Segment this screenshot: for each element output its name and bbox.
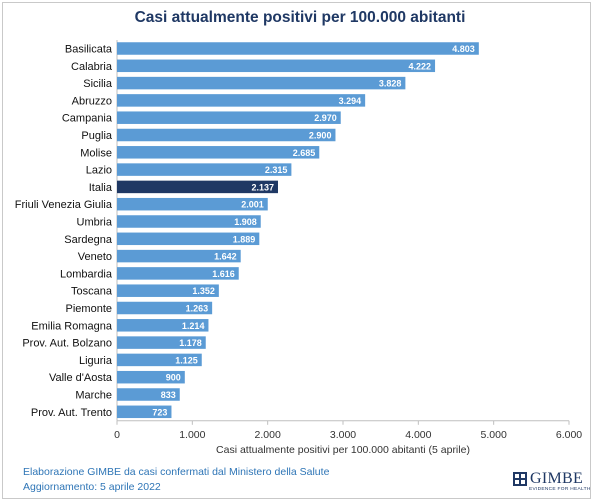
- value-label: 1.889: [233, 234, 256, 244]
- chart-title: Casi attualmente positivi per 100.000 ab…: [134, 9, 466, 26]
- gimbe-logo-icon: [513, 472, 527, 486]
- bar: [117, 128, 336, 142]
- category-label: Piemonte: [66, 303, 112, 315]
- x-tick-label: 5.000: [481, 429, 507, 441]
- x-tick-label: 4.000: [405, 429, 431, 441]
- category-label: Lazio: [86, 165, 112, 177]
- gimbe-logo: GIMBE EVIDENCE FOR HEALTH: [513, 470, 590, 494]
- value-label: 1.214: [182, 321, 205, 331]
- bar: [117, 232, 260, 246]
- bar: [117, 249, 241, 263]
- category-label: Toscana: [71, 286, 113, 298]
- category-label: Italia: [89, 182, 113, 194]
- value-label: 2.315: [265, 165, 288, 175]
- category-label: Marche: [75, 390, 112, 402]
- bar: [117, 180, 278, 194]
- bar: [117, 370, 185, 384]
- bar: [117, 284, 219, 297]
- bar: [117, 94, 366, 107]
- value-label: 833: [161, 390, 176, 400]
- category-label: Liguria: [79, 355, 113, 367]
- bar: [117, 197, 268, 211]
- bar: [117, 59, 436, 73]
- x-tick-label: 1.000: [179, 429, 205, 441]
- value-label: 2.970: [314, 113, 337, 123]
- category-label: Sicilia: [83, 78, 113, 90]
- value-label: 723: [152, 407, 167, 417]
- category-label: Sardegna: [64, 234, 113, 246]
- bar: [117, 215, 261, 228]
- bar: [117, 353, 202, 367]
- value-label: 900: [166, 373, 181, 383]
- bar: [117, 163, 292, 176]
- bar: [117, 111, 341, 124]
- category-label: Veneto: [78, 251, 112, 263]
- category-label: Basilicata: [65, 44, 113, 56]
- value-label: 4.803: [452, 44, 475, 54]
- bar: [117, 42, 479, 55]
- value-label: 1.178: [179, 338, 202, 348]
- value-label: 3.828: [379, 79, 402, 89]
- value-label: 2.001: [241, 200, 264, 210]
- value-label: 1.616: [212, 269, 235, 279]
- category-label: Puglia: [81, 130, 112, 142]
- value-label: 1.125: [175, 355, 198, 365]
- bar: [117, 146, 320, 159]
- logo-tagline: EVIDENCE FOR HEALTH: [529, 487, 591, 492]
- category-label: Calabria: [71, 61, 113, 73]
- category-label: Friuli Venezia Giulia: [15, 199, 113, 211]
- update-note: Aggiornamento: 5 aprile 2022: [23, 481, 161, 493]
- value-label: 1.352: [192, 286, 215, 296]
- category-label: Umbria: [77, 217, 113, 229]
- value-label: 2.900: [309, 131, 332, 141]
- category-label: Abruzzo: [72, 95, 112, 107]
- category-label: Lombardia: [60, 268, 113, 280]
- bar: [117, 388, 180, 401]
- logo-name: GIMBE: [530, 470, 584, 487]
- value-label: 4.222: [409, 61, 432, 71]
- bar: [117, 267, 239, 280]
- value-label: 1.263: [186, 304, 209, 314]
- value-label: 2.685: [293, 148, 316, 158]
- bar: [117, 405, 172, 419]
- category-label: Campania: [62, 113, 113, 125]
- category-label: Prov. Aut. Bolzano: [22, 338, 112, 350]
- category-label: Valle d'Aosta: [49, 372, 113, 384]
- bar: [117, 76, 406, 90]
- value-label: 2.137: [251, 182, 274, 192]
- value-label: 1.908: [234, 217, 257, 227]
- value-label: 3.294: [339, 96, 362, 106]
- category-label: Molise: [80, 147, 112, 159]
- value-label: 1.642: [214, 252, 237, 262]
- x-tick-label: 0: [114, 429, 120, 441]
- x-tick-label: 3.000: [330, 429, 356, 441]
- x-tick-label: 6.000: [556, 429, 582, 441]
- bar: [117, 301, 213, 315]
- x-axis-title: Casi attualmente positivi per 100.000 ab…: [216, 444, 470, 456]
- source-note: Elaborazione GIMBE da casi confermati da…: [23, 466, 330, 478]
- category-label: Prov. Aut. Trento: [31, 407, 112, 419]
- category-label: Emilia Romagna: [31, 320, 113, 332]
- bar: [117, 319, 209, 332]
- x-tick-label: 2.000: [255, 429, 281, 441]
- bar: [117, 336, 206, 349]
